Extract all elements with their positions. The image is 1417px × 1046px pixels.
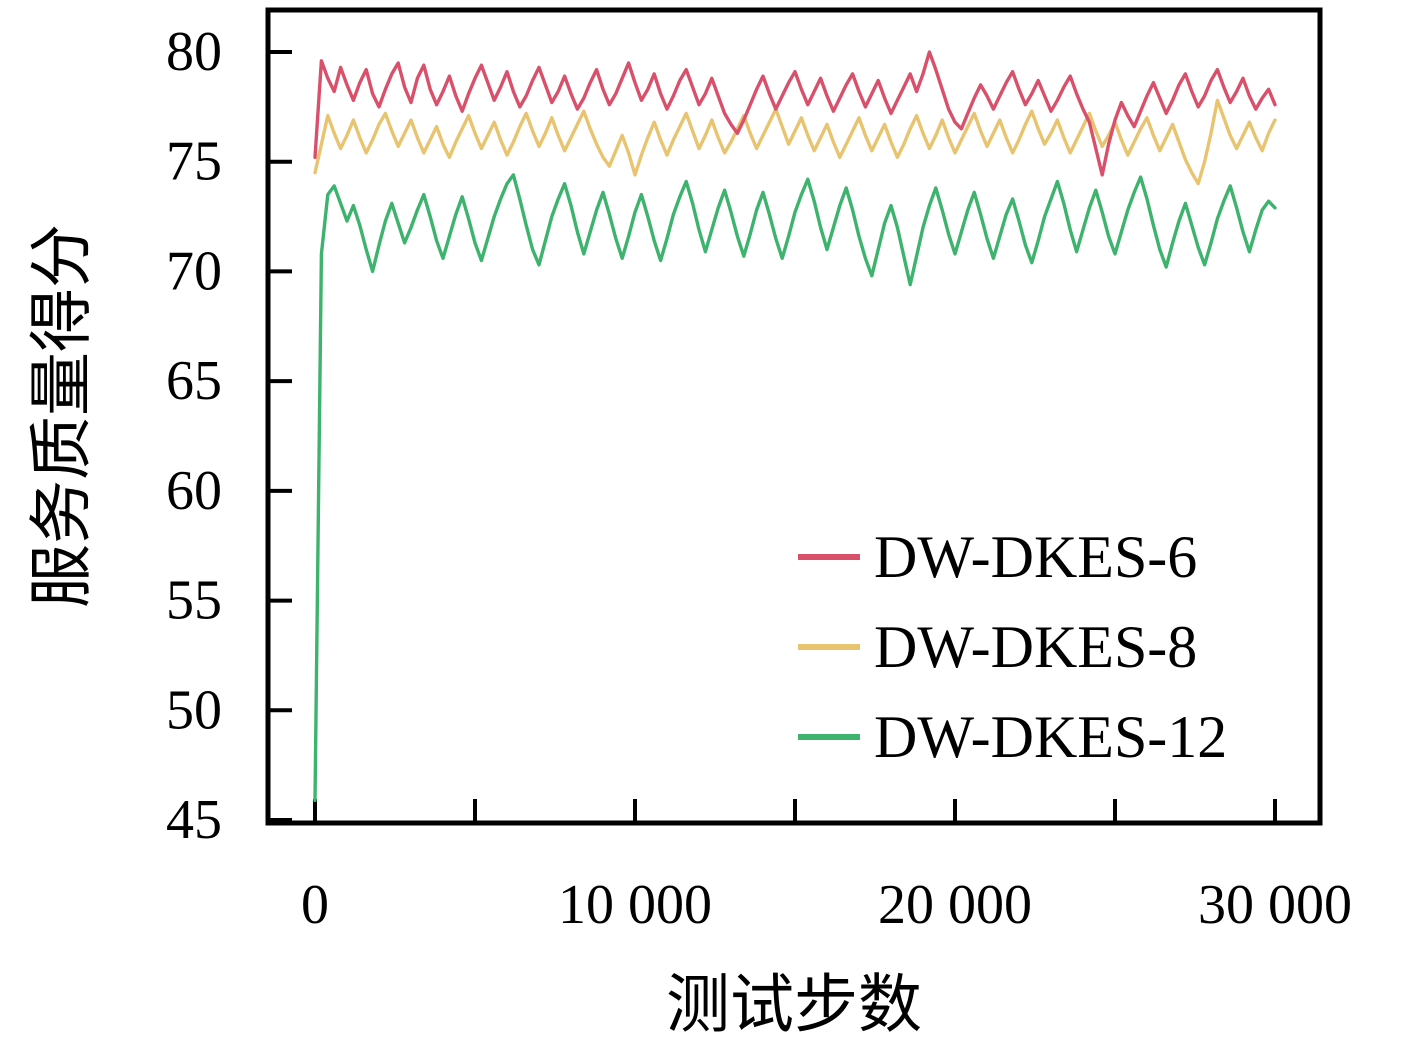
series-line-dw-dkes-6 [313,50,1277,177]
x-tick-label: 10 000 [558,874,712,936]
legend-label-dw-dkes-8: DW-DKES-8 [874,614,1197,680]
y-tick-label: 70 [166,240,222,302]
series-line-dw-dkes-12 [313,173,1277,802]
series-lines [313,50,1277,802]
legend-item-dw-dkes-8: DW-DKES-8 [798,614,1197,680]
y-tick-label: 45 [166,789,222,851]
legend-item-dw-dkes-12: DW-DKES-12 [798,704,1227,770]
y-tick-label: 50 [166,679,222,741]
x-axis-ticks [313,799,1277,821]
x-tick-labels: 0 10 000 20 000 30 000 [301,874,1352,936]
x-tick-label: 30 000 [1198,874,1352,936]
x-axis-title: 测试步数 [666,970,922,1041]
y-tick-label: 55 [166,570,222,632]
legend-label-dw-dkes-6: DW-DKES-6 [874,524,1197,590]
series-line-dw-dkes-8 [313,98,1277,186]
legend-item-dw-dkes-6: DW-DKES-6 [798,524,1197,590]
x-tick-label: 0 [301,874,329,936]
y-axis-title: 服务质量得分 [27,224,98,608]
x-tick-label: 20 000 [878,874,1032,936]
y-tick-labels: 45 50 55 60 65 70 75 80 [166,21,222,851]
plot-border [265,7,1323,826]
y-tick-label: 60 [166,460,222,522]
y-axis-ticks [270,50,292,822]
y-tick-label: 80 [166,21,222,83]
y-tick-label: 75 [166,131,222,193]
y-tick-label: 65 [166,350,222,412]
legend: DW-DKES-6 DW-DKES-8 DW-DKES-12 [798,524,1227,770]
legend-label-dw-dkes-12: DW-DKES-12 [874,704,1227,770]
